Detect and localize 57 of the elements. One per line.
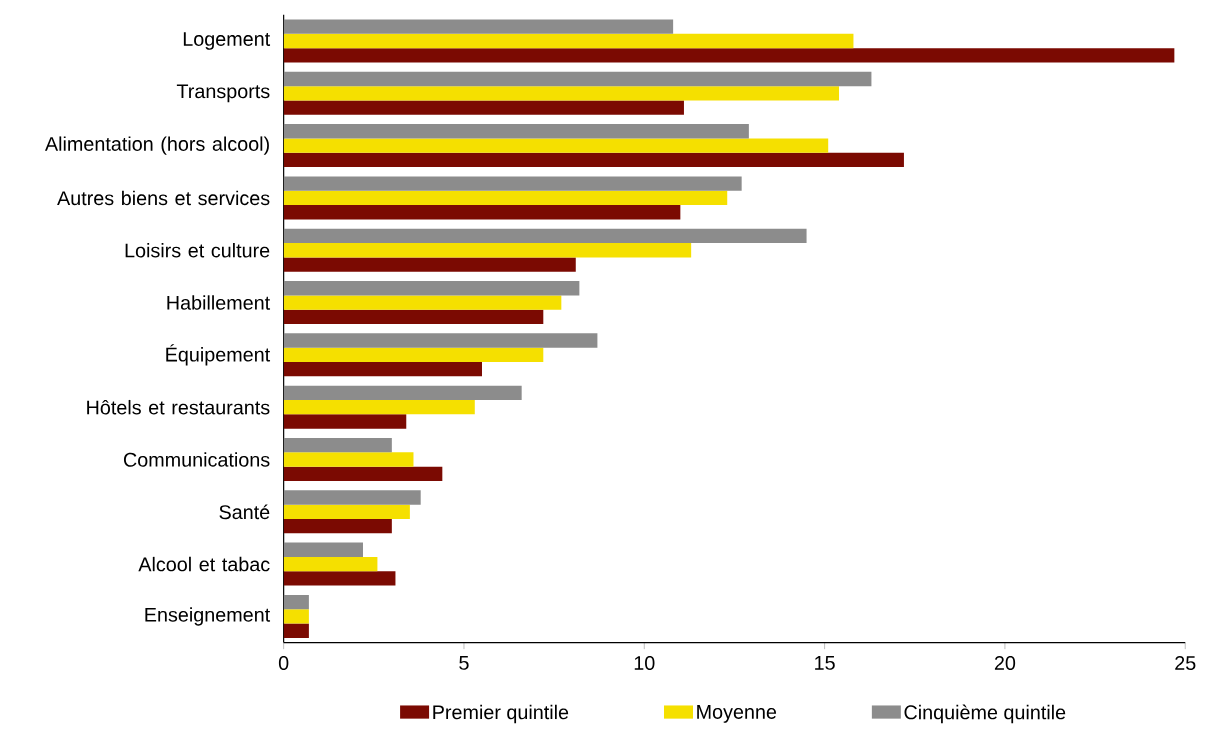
x-tick-label: 20	[994, 655, 1016, 670]
y-tick-label: Communications	[123, 452, 270, 467]
y-tick-label: Équipement	[166, 344, 271, 366]
bar	[283, 399, 475, 415]
legend-label: Moyenne	[697, 704, 777, 723]
bar	[283, 19, 674, 34]
bar	[283, 257, 576, 272]
bar	[283, 490, 421, 505]
y-tick-label: Santé	[219, 504, 270, 520]
x-tick-label: 10	[634, 655, 655, 670]
bar	[283, 452, 414, 467]
y-tick-label: Alimentation (hors alcool)	[44, 136, 269, 155]
bar	[283, 71, 872, 86]
bar	[283, 571, 396, 586]
y-tick-label: Loisirs et culture	[125, 242, 270, 258]
x-tick-label: 5	[459, 655, 469, 670]
y-tick-label: Hôtels et restaurants	[87, 399, 270, 415]
legend-label: Premier quintile	[433, 704, 569, 723]
bar	[283, 152, 904, 167]
x-tick-label: 15	[815, 655, 835, 670]
x-tick-label: 0	[278, 655, 289, 670]
bar	[283, 48, 1175, 63]
bar	[283, 437, 392, 453]
bar	[283, 361, 482, 377]
y-tick-label: Enseignement	[145, 607, 271, 626]
y-tick-label: Logement	[183, 31, 271, 50]
y-tick-label: Alcool et tabac	[138, 556, 270, 572]
bar	[283, 347, 544, 362]
bar	[283, 280, 580, 296]
bar	[283, 204, 681, 220]
bar	[283, 242, 692, 258]
y-tick-label: Transports	[176, 84, 270, 102]
bar	[283, 542, 363, 557]
bar	[283, 190, 728, 205]
bar	[283, 295, 562, 310]
x-tick-label: 25	[1175, 655, 1196, 670]
bar	[283, 556, 378, 572]
bar	[283, 385, 522, 400]
bar	[283, 504, 410, 519]
bar	[283, 85, 840, 101]
bar	[283, 228, 807, 243]
bar	[283, 594, 309, 610]
bar	[283, 414, 407, 429]
bar	[283, 333, 598, 348]
bar	[283, 100, 684, 115]
bar	[283, 518, 392, 534]
y-tick-label: Autres biens et services	[57, 190, 270, 206]
y-tick-label: Habillement	[167, 295, 271, 310]
bar	[283, 609, 309, 624]
bar	[283, 176, 742, 191]
bar	[283, 33, 854, 48]
bar	[283, 309, 544, 324]
bar	[283, 623, 309, 638]
bar	[283, 138, 829, 153]
bar	[283, 123, 749, 139]
bar	[283, 466, 443, 481]
legend-label: Cinquième quintile	[904, 704, 1066, 724]
